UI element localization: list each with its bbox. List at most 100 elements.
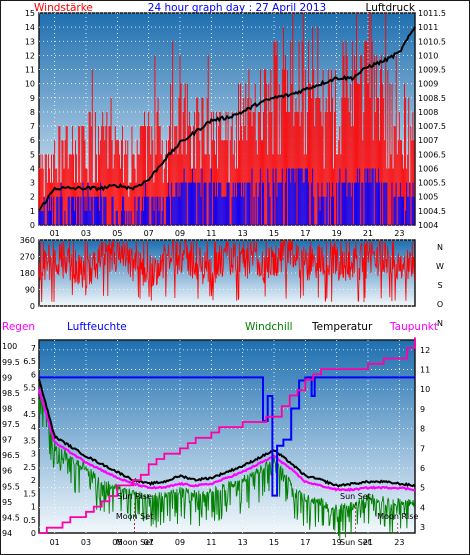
wind-y-tick: 15 <box>25 9 35 18</box>
humidity-y-tick: 95 <box>2 498 12 507</box>
pressure-y-tick: 1008.5 <box>418 94 446 103</box>
humidity-y-tick: 98 <box>2 404 12 413</box>
rain-y-tick: 4 <box>31 423 36 432</box>
windstaerke-label: Windstärke <box>34 2 93 14</box>
sun-rise-annotation: Sun Rise <box>117 492 152 501</box>
humidity-y-tick: 97 <box>2 436 12 445</box>
sun-set-annotation: Sun Set <box>340 492 371 501</box>
humidity-y-tick: 95.5 <box>2 482 20 491</box>
direction-letter: S <box>437 281 442 290</box>
temperature-y-tick: 7 <box>420 444 425 453</box>
wind-y-tick: 0 <box>30 221 35 230</box>
climate-x-tick: 13 <box>238 538 248 547</box>
temperature-y-tick: 11 <box>420 366 430 375</box>
humidity-y-tick: 96 <box>2 467 12 476</box>
humidity-y-tick: 100 <box>2 342 17 351</box>
wind-y-tick: 14 <box>25 23 35 32</box>
climate-x-tick: 07 <box>144 538 154 547</box>
rain-y-tick: 1.5 <box>23 489 36 498</box>
windchill-label: Windchill <box>245 321 293 333</box>
wind-y-tick: 3 <box>30 179 35 188</box>
humidity-y-tick: 97.5 <box>2 420 20 429</box>
moon-rise-annotation: Moon Rise <box>377 512 418 521</box>
humidity-y-tick: 99 <box>2 373 12 382</box>
pressure-y-tick: 1010 <box>418 51 438 60</box>
climate-x-tick: 11 <box>206 538 216 547</box>
wind-y-tick: 2 <box>30 193 35 202</box>
pressure-y-tick: 1005 <box>418 193 438 202</box>
climate-x-tick: 23 <box>394 538 404 547</box>
pressure-y-tick: 1011 <box>418 23 438 32</box>
pressure-y-tick: 1006.5 <box>418 150 446 159</box>
climate-x-tick: 15 <box>269 538 279 547</box>
wind-x-tick: 15 <box>269 229 279 238</box>
pressure-y-tick: 1009 <box>418 80 438 89</box>
dir-y-tick: 0 <box>30 302 35 311</box>
rain-y-tick: 2 <box>31 476 36 485</box>
rain-y-tick: 5.5 <box>23 384 36 393</box>
climate-x-tick: 01 <box>50 538 60 547</box>
rain-y-tick: 7 <box>31 344 36 353</box>
wind-y-tick: 13 <box>25 37 35 46</box>
rain-y-tick: 3.5 <box>23 436 36 445</box>
climate-x-tick: 19 <box>332 538 342 547</box>
rain-y-tick: 6.5 <box>23 357 36 366</box>
sun-set-axis-annotation: Sun Set <box>340 538 371 547</box>
temperature-y-tick: 4 <box>420 503 425 512</box>
rain-y-tick: 6 <box>31 370 36 379</box>
pressure-y-tick: 1006 <box>418 164 438 173</box>
temperature-y-tick: 9 <box>420 405 425 414</box>
rain-y-tick: 3 <box>31 450 36 459</box>
temperature-y-tick: 3 <box>420 523 425 532</box>
rain-y-tick: 2.5 <box>23 463 36 472</box>
wind-x-tick: 09 <box>175 229 185 238</box>
wind-y-tick: 7 <box>30 122 35 131</box>
windchill-line <box>38 391 416 541</box>
climate-x-tick: 09 <box>175 538 185 547</box>
wind-x-tick: 11 <box>206 229 216 238</box>
rain-y-tick: 0 <box>31 529 36 538</box>
chart-title: 24 hour graph day : 27 April 2013 <box>148 2 326 14</box>
wind-x-tick: 19 <box>332 229 342 238</box>
luftfeuchte-label: Luftfeuchte <box>67 321 127 333</box>
temperature-y-tick: 6 <box>420 464 425 473</box>
pressure-line <box>38 26 416 212</box>
rain-y-tick: 0.5 <box>23 516 36 525</box>
rain-y-tick: 1 <box>31 503 36 512</box>
humidity-y-tick: 98.5 <box>2 389 20 398</box>
dir-y-tick: 360 <box>20 236 35 245</box>
dewpoint-line <box>37 388 416 493</box>
pressure-y-tick: 1008 <box>418 108 438 117</box>
direction-panel: 0 90 180 270 360 N W S O N <box>20 236 444 328</box>
pressure-y-tick: 1005.5 <box>418 179 446 188</box>
pressure-y-tick: 1009.5 <box>418 66 446 75</box>
climate-x-tick: 17 <box>300 538 310 547</box>
climate-x-tick: 03 <box>81 538 91 547</box>
wind-x-tick: 23 <box>394 229 404 238</box>
luftdruck-label: Luftdruck <box>366 2 416 14</box>
pressure-y-tick: 1007 <box>418 136 438 145</box>
climate-x-tick: 05 <box>112 538 122 547</box>
wind-y-tick: 4 <box>30 164 35 173</box>
moon-set-annotation: Moon Set <box>116 512 153 521</box>
pressure-y-tick: 1010.5 <box>418 37 446 46</box>
humidity-y-tick: 94.5 <box>2 513 20 522</box>
dir-y-tick: 90 <box>25 286 35 295</box>
wind-x-tick: 21 <box>363 229 373 238</box>
climate-x-tick: 21 <box>363 538 373 547</box>
pressure-y-tick: 1011.5 <box>418 9 446 18</box>
regen-label: Regen <box>2 321 35 333</box>
wind-x-tick: 05 <box>112 229 122 238</box>
dir-y-tick: 270 <box>20 253 35 262</box>
wind-x-tick: 17 <box>300 229 310 238</box>
temperature-y-tick: 10 <box>420 385 430 394</box>
temperature-y-tick: 12 <box>420 346 430 355</box>
pressure-y-tick: 1004.5 <box>418 207 446 216</box>
wind-y-tick: 6 <box>30 136 35 145</box>
direction-letter: W <box>436 262 444 271</box>
taupunkt-label: Taupunkt <box>389 321 438 333</box>
wind-x-tick: 03 <box>81 229 91 238</box>
direction-letter: N <box>437 243 443 252</box>
